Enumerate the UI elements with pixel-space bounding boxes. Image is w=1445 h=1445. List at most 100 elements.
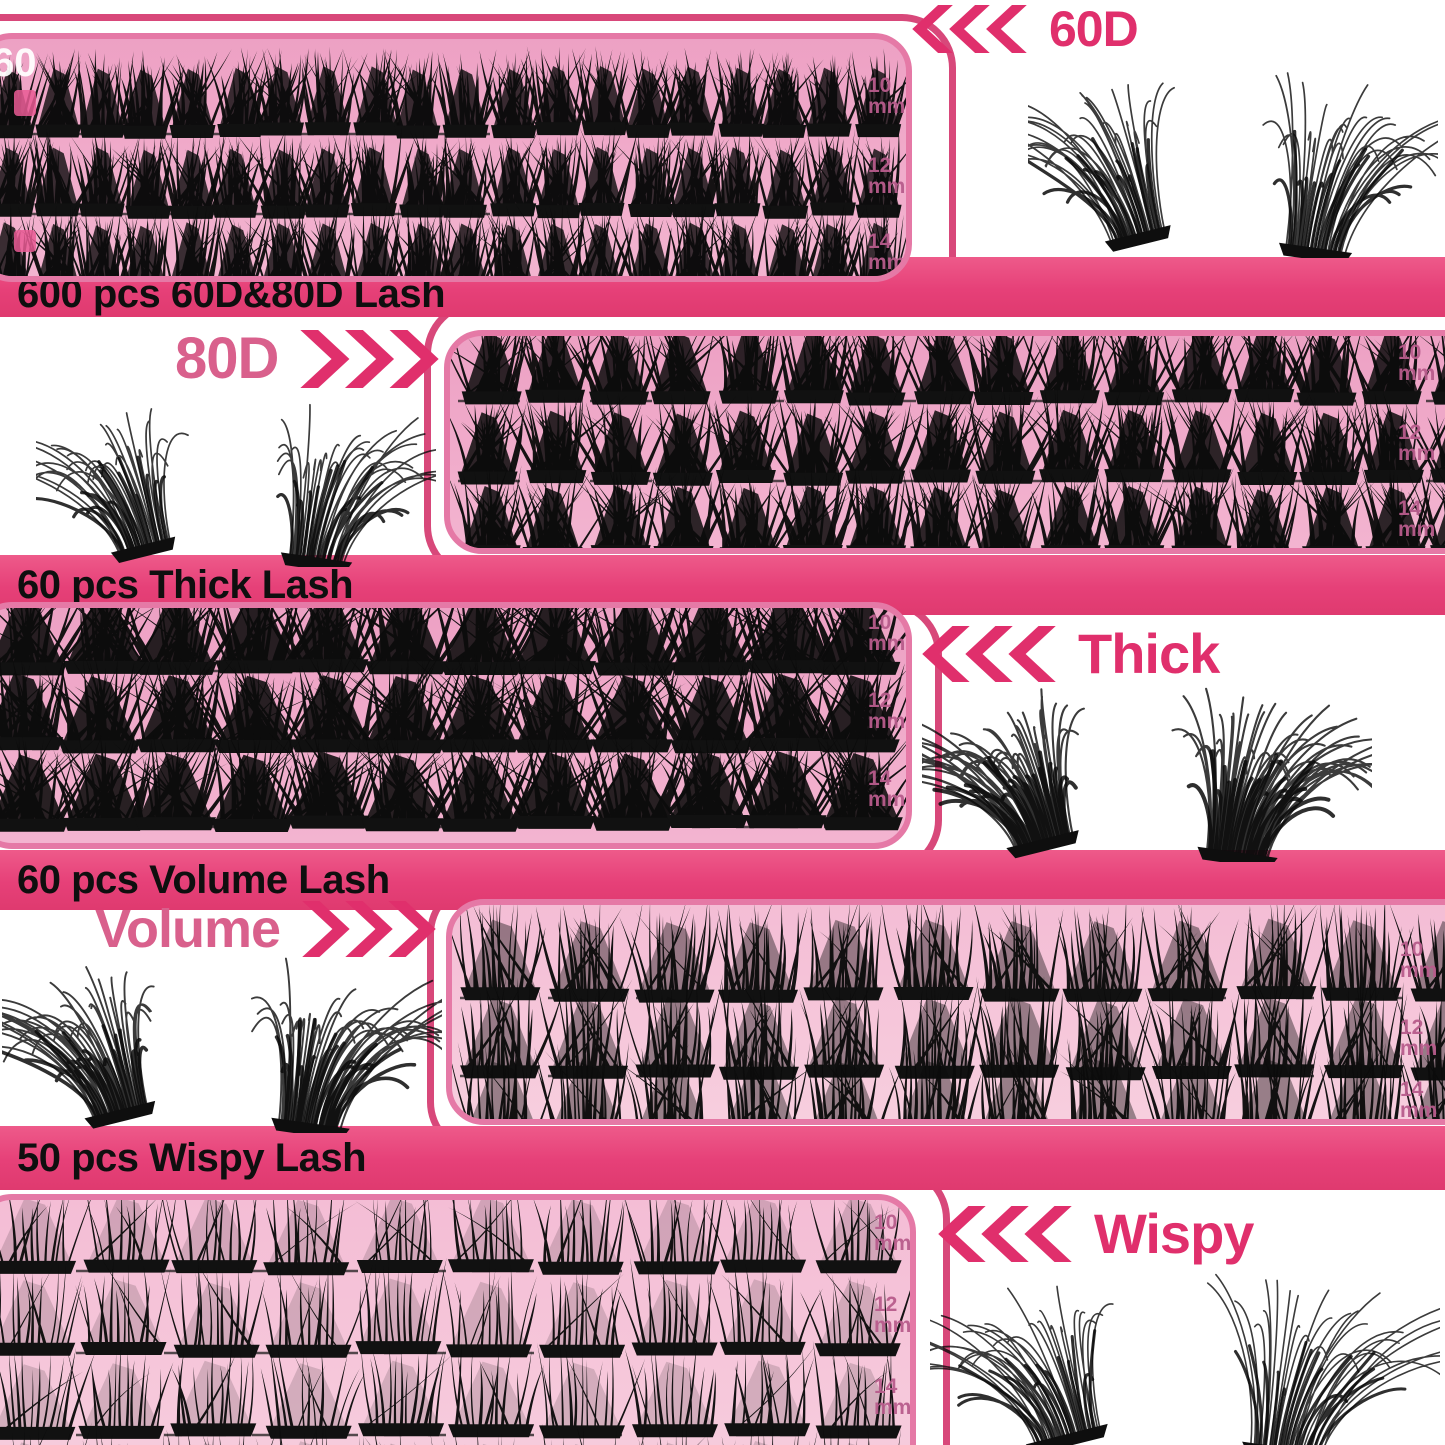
lash-cluster [1131,389,1250,483]
lash-cluster [1058,1036,1137,1119]
lash-cluster [1219,468,1300,548]
lash-cluster [1262,72,1438,258]
lash-cluster [612,129,687,217]
lash-cluster [930,1285,1114,1445]
lash-length-label: 10 mm [1398,341,1436,385]
lash-cluster [460,976,562,1079]
lash-cluster [718,976,799,1080]
lash-cluster [75,1257,171,1355]
lash-cluster [810,1200,902,1274]
lash-cluster [535,905,643,1002]
lash-cluster [574,126,638,216]
lash-cluster [962,336,1054,405]
lash-cluster [800,1264,910,1357]
lash-cluster [1342,336,1440,405]
lash-cluster [630,465,736,548]
lash-cluster [377,49,441,139]
lash-cluster [468,729,636,829]
lash-cluster [708,1261,823,1355]
lash-cluster [1210,393,1312,485]
lash-cluster [0,608,103,676]
lash-cluster [409,652,542,753]
lash-cluster [448,1341,545,1438]
lash-cluster [697,204,772,276]
lash-cluster-pair-60d [1028,72,1438,258]
lash-cluster [847,129,906,218]
lash-length-label: 12 mm [1400,1016,1438,1060]
lash-cluster-pair-thick [922,687,1372,862]
lash-cluster [784,127,861,216]
lash-length-label: 14 mm [868,767,906,811]
lash-cluster [0,130,54,217]
callout-label: Volume [95,899,281,959]
lash-cluster [450,394,527,485]
lash-cluster [450,336,537,405]
lash-row [450,336,1445,406]
lash-cluster [399,130,466,218]
callout-label: 80D [175,326,279,391]
lash-cluster [2,966,156,1129]
lash-cluster [619,905,719,1003]
lash-cluster [1224,336,1314,403]
lash-cluster [499,390,628,484]
lash-cluster [1419,336,1445,405]
lash-tray-thick: 10 mm 12 mm 14 mm [0,602,912,849]
lash-cluster [160,1260,265,1358]
lash-row [0,202,906,276]
lash-cluster [550,206,635,276]
lash-cluster [151,203,229,276]
lash-cluster [351,608,474,675]
lash-cluster [650,608,802,676]
lash-cluster [0,732,103,832]
banner-wispy-count: 50 pcs Wispy Lash [0,1126,1445,1190]
lash-cluster [111,133,175,219]
tray-edge-tab [14,230,36,252]
lash-cluster [355,1257,447,1355]
lash-row [0,608,906,676]
lash-cluster [430,129,504,218]
lash-tray-80d: 10 mm 12 mm 14 mm [444,330,1445,554]
callout-volume: Volume [95,901,436,957]
lash-cluster [649,47,724,136]
lash-length-label: 10 mm [1400,938,1438,982]
lash-cluster [1236,1038,1331,1119]
lash-cluster [301,46,368,136]
lash-cluster [633,336,725,405]
lash-cluster [385,204,458,276]
lash-tray-volume: 10 mm 12 mm 14 mm [446,899,1445,1125]
callout-60d: 60D [912,4,1139,54]
lash-cluster [255,1419,327,1445]
lash-cluster [17,204,82,276]
lash-cluster [339,203,424,276]
lash-cluster [881,905,974,1000]
lash-cluster [715,905,808,1003]
lash-cluster [1171,687,1372,862]
lash-tray-svg [0,46,906,276]
lash-cluster [533,1200,625,1275]
lash-cluster [792,204,866,276]
lash-cluster [452,1042,557,1119]
lash-cluster [232,47,316,136]
lash-cluster [697,468,809,548]
lash-row [452,905,1445,1003]
lash-cluster [561,731,715,831]
banner-label: 60 pcs Thick Lash [17,563,354,607]
lash-cluster [769,464,869,548]
lash-cluster [114,49,185,139]
lash-cluster [661,128,730,218]
lash-cluster [36,408,189,563]
lash-cluster [166,1421,276,1445]
lash-cluster [342,731,469,832]
lash-row [0,728,906,832]
lash-cluster [978,1038,1058,1119]
lash-cluster [573,464,678,548]
lash-cluster [1057,905,1144,1002]
lash-cluster [1093,465,1193,548]
lash-cluster [28,128,104,217]
lash-cluster [160,49,234,138]
lash-cluster [824,392,929,484]
lash-cluster [260,608,407,673]
chevron-left-icon [922,626,1056,682]
lash-tray-svg [0,1200,910,1445]
